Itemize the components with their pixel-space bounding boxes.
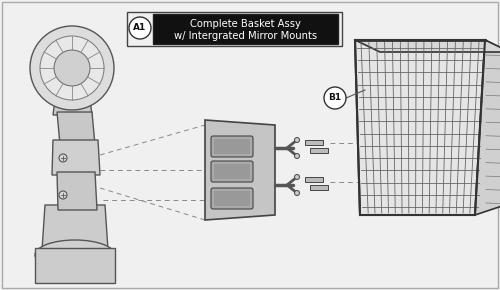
Circle shape (294, 191, 300, 195)
FancyBboxPatch shape (214, 164, 250, 179)
Circle shape (59, 154, 67, 162)
Text: B1: B1 (328, 93, 342, 102)
FancyBboxPatch shape (214, 191, 250, 206)
Circle shape (40, 36, 104, 100)
Polygon shape (57, 172, 97, 210)
Text: Complete Basket Assy: Complete Basket Assy (190, 19, 301, 29)
Bar (310, 148, 328, 153)
Polygon shape (52, 140, 100, 175)
Bar (35, 248, 115, 283)
FancyBboxPatch shape (214, 139, 250, 154)
Polygon shape (475, 40, 500, 215)
Polygon shape (355, 40, 500, 52)
Bar (153, 14, 338, 44)
Text: w/ Intergrated Mirror Mounts: w/ Intergrated Mirror Mounts (174, 31, 317, 41)
Circle shape (59, 191, 67, 199)
Circle shape (294, 175, 300, 180)
Polygon shape (42, 205, 108, 250)
Polygon shape (355, 40, 485, 215)
Bar (305, 177, 323, 182)
Circle shape (294, 137, 300, 142)
Polygon shape (205, 120, 275, 220)
Circle shape (54, 50, 90, 86)
Ellipse shape (35, 240, 115, 270)
Text: A1: A1 (134, 23, 146, 32)
FancyBboxPatch shape (211, 188, 253, 209)
Bar (305, 140, 323, 145)
Bar (127, 12, 342, 46)
Circle shape (294, 153, 300, 159)
Circle shape (129, 17, 151, 39)
Bar (310, 185, 328, 190)
FancyBboxPatch shape (211, 136, 253, 157)
Circle shape (30, 26, 114, 110)
Polygon shape (57, 112, 95, 145)
Polygon shape (53, 100, 92, 115)
FancyBboxPatch shape (211, 161, 253, 182)
Circle shape (324, 87, 346, 109)
